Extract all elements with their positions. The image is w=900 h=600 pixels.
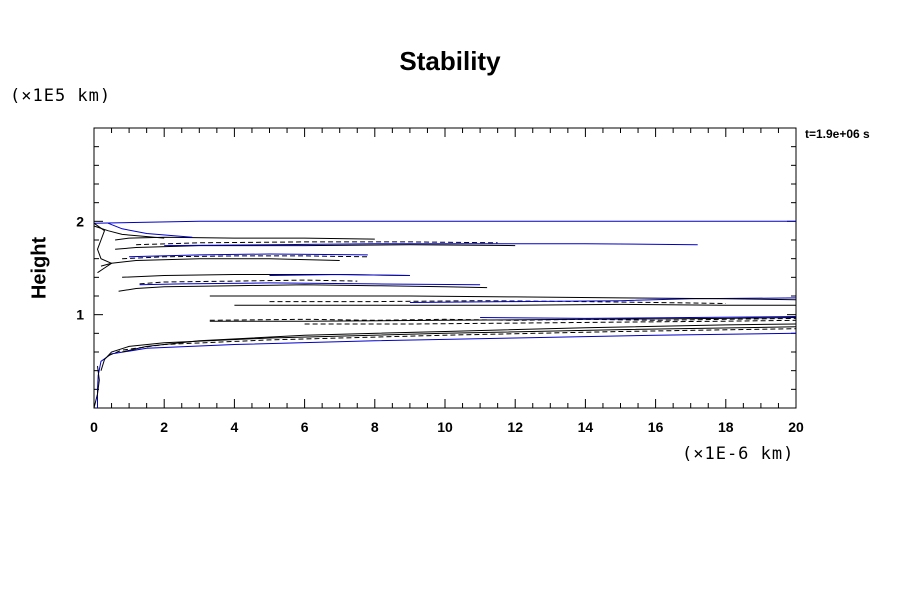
contour-line-14 <box>139 279 358 285</box>
contour-line-23 <box>164 243 698 247</box>
axis-ticks <box>93 128 797 408</box>
contour-line-3 <box>107 328 797 357</box>
contour-line-13 <box>118 284 488 292</box>
contour-line-1 <box>97 332 797 408</box>
chart-title: Stability <box>399 46 501 76</box>
x-tick-label: 2 <box>160 419 168 435</box>
x-tick-label: 18 <box>718 419 734 435</box>
contour-line-22 <box>136 241 498 246</box>
x-axis-unit-label: (×1E-6 km) <box>682 444 795 464</box>
contour-line-19 <box>122 255 368 260</box>
contour-line-25 <box>93 225 165 239</box>
x-tick-label: 16 <box>648 419 664 435</box>
contour-line-9 <box>234 303 796 306</box>
contour-line-21 <box>115 244 516 250</box>
x-tick-label: 0 <box>90 419 98 435</box>
contour-line-4 <box>121 323 797 353</box>
x-tick-label: 4 <box>231 419 239 435</box>
x-tick-label: 8 <box>371 419 379 435</box>
x-tick-label: 12 <box>507 419 523 435</box>
contour-line-15 <box>139 282 481 286</box>
x-tick-label: 6 <box>301 419 309 435</box>
contour-line-24 <box>115 236 375 241</box>
contour-line-6 <box>209 317 797 322</box>
contour-line-12 <box>209 295 797 301</box>
contour-line-7 <box>304 319 797 325</box>
contour-line-27 <box>93 220 796 224</box>
contour-line-18 <box>100 258 340 267</box>
contour-lines <box>93 220 797 409</box>
plot-frame <box>93 127 797 409</box>
contour-line-26 <box>107 222 193 238</box>
contour-line-20 <box>129 253 368 258</box>
x-tick-label: 10 <box>437 419 453 435</box>
contour-line-2 <box>100 326 797 371</box>
x-tick-label: 20 <box>788 419 804 435</box>
time-annotation: t=1.9e+06 s <box>805 127 870 141</box>
y-tick-label: 2 <box>76 213 84 229</box>
contour-line-29 <box>93 365 100 409</box>
y-axis-unit-label: (×1E5 km) <box>10 86 112 106</box>
contour-line-8 <box>480 316 797 319</box>
contour-line-28 <box>93 222 113 274</box>
y-tick-label: 1 <box>76 307 84 323</box>
contour-line-17 <box>269 273 410 276</box>
x-tick-label: 14 <box>578 419 594 435</box>
